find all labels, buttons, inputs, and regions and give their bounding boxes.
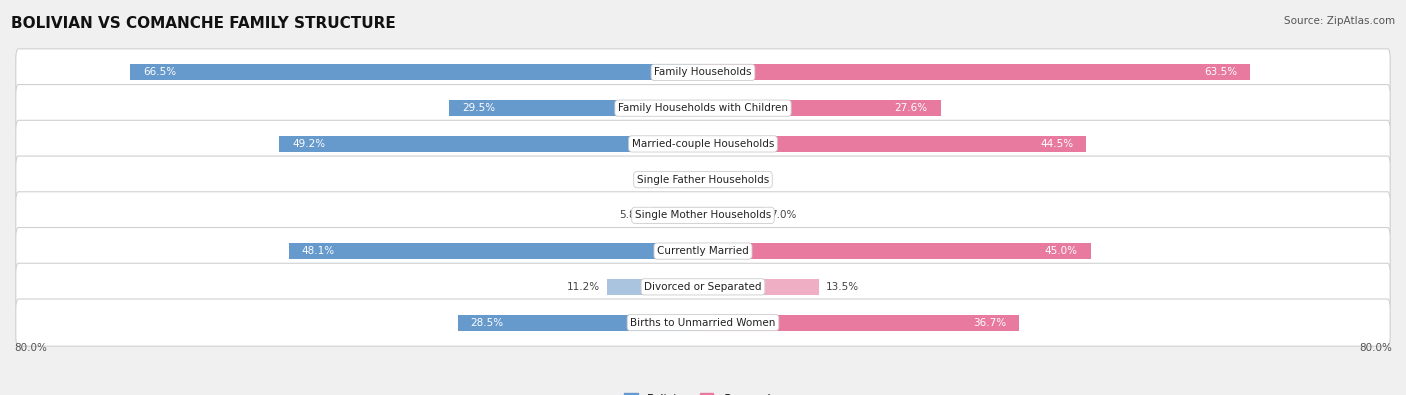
- Text: Source: ZipAtlas.com: Source: ZipAtlas.com: [1284, 16, 1395, 26]
- FancyBboxPatch shape: [15, 192, 1391, 239]
- Text: 80.0%: 80.0%: [14, 342, 46, 353]
- Bar: [703, 172, 724, 188]
- Legend: Bolivian, Comanche: Bolivian, Comanche: [620, 389, 786, 395]
- Text: 66.5%: 66.5%: [143, 68, 176, 77]
- FancyBboxPatch shape: [15, 228, 1391, 275]
- Text: 28.5%: 28.5%: [471, 318, 503, 327]
- FancyBboxPatch shape: [15, 120, 1391, 167]
- FancyBboxPatch shape: [15, 85, 1391, 132]
- Text: 48.1%: 48.1%: [302, 246, 335, 256]
- Bar: [703, 136, 1087, 152]
- Text: 7.0%: 7.0%: [770, 211, 797, 220]
- Text: 44.5%: 44.5%: [1040, 139, 1073, 149]
- Bar: [606, 279, 703, 295]
- Text: 5.8%: 5.8%: [620, 211, 647, 220]
- FancyBboxPatch shape: [15, 263, 1391, 310]
- Text: 27.6%: 27.6%: [894, 103, 928, 113]
- Bar: [703, 243, 1091, 259]
- Bar: [683, 172, 703, 188]
- Bar: [131, 64, 703, 81]
- Bar: [457, 314, 703, 331]
- FancyBboxPatch shape: [15, 156, 1391, 203]
- Text: 36.7%: 36.7%: [973, 318, 1007, 327]
- Bar: [703, 207, 763, 223]
- Text: Single Mother Households: Single Mother Households: [636, 211, 770, 220]
- Text: Currently Married: Currently Married: [657, 246, 749, 256]
- Text: 2.5%: 2.5%: [731, 175, 758, 184]
- Text: BOLIVIAN VS COMANCHE FAMILY STRUCTURE: BOLIVIAN VS COMANCHE FAMILY STRUCTURE: [11, 16, 396, 31]
- Text: 63.5%: 63.5%: [1204, 68, 1237, 77]
- Bar: [703, 64, 1250, 81]
- Text: 29.5%: 29.5%: [461, 103, 495, 113]
- Text: Births to Unmarried Women: Births to Unmarried Women: [630, 318, 776, 327]
- FancyBboxPatch shape: [15, 49, 1391, 96]
- Text: 49.2%: 49.2%: [292, 139, 325, 149]
- Text: Family Households: Family Households: [654, 68, 752, 77]
- Text: 13.5%: 13.5%: [827, 282, 859, 292]
- Text: 80.0%: 80.0%: [1360, 342, 1392, 353]
- Bar: [449, 100, 703, 116]
- Text: Single Father Households: Single Father Households: [637, 175, 769, 184]
- Bar: [703, 100, 941, 116]
- Text: Family Households with Children: Family Households with Children: [619, 103, 787, 113]
- Text: 45.0%: 45.0%: [1045, 246, 1077, 256]
- Text: Married-couple Households: Married-couple Households: [631, 139, 775, 149]
- Bar: [652, 207, 703, 223]
- Text: 11.2%: 11.2%: [567, 282, 599, 292]
- Text: 2.3%: 2.3%: [650, 175, 676, 184]
- Bar: [703, 314, 1019, 331]
- Bar: [288, 243, 703, 259]
- Bar: [703, 279, 820, 295]
- Text: Divorced or Separated: Divorced or Separated: [644, 282, 762, 292]
- FancyBboxPatch shape: [15, 299, 1391, 346]
- Bar: [280, 136, 703, 152]
